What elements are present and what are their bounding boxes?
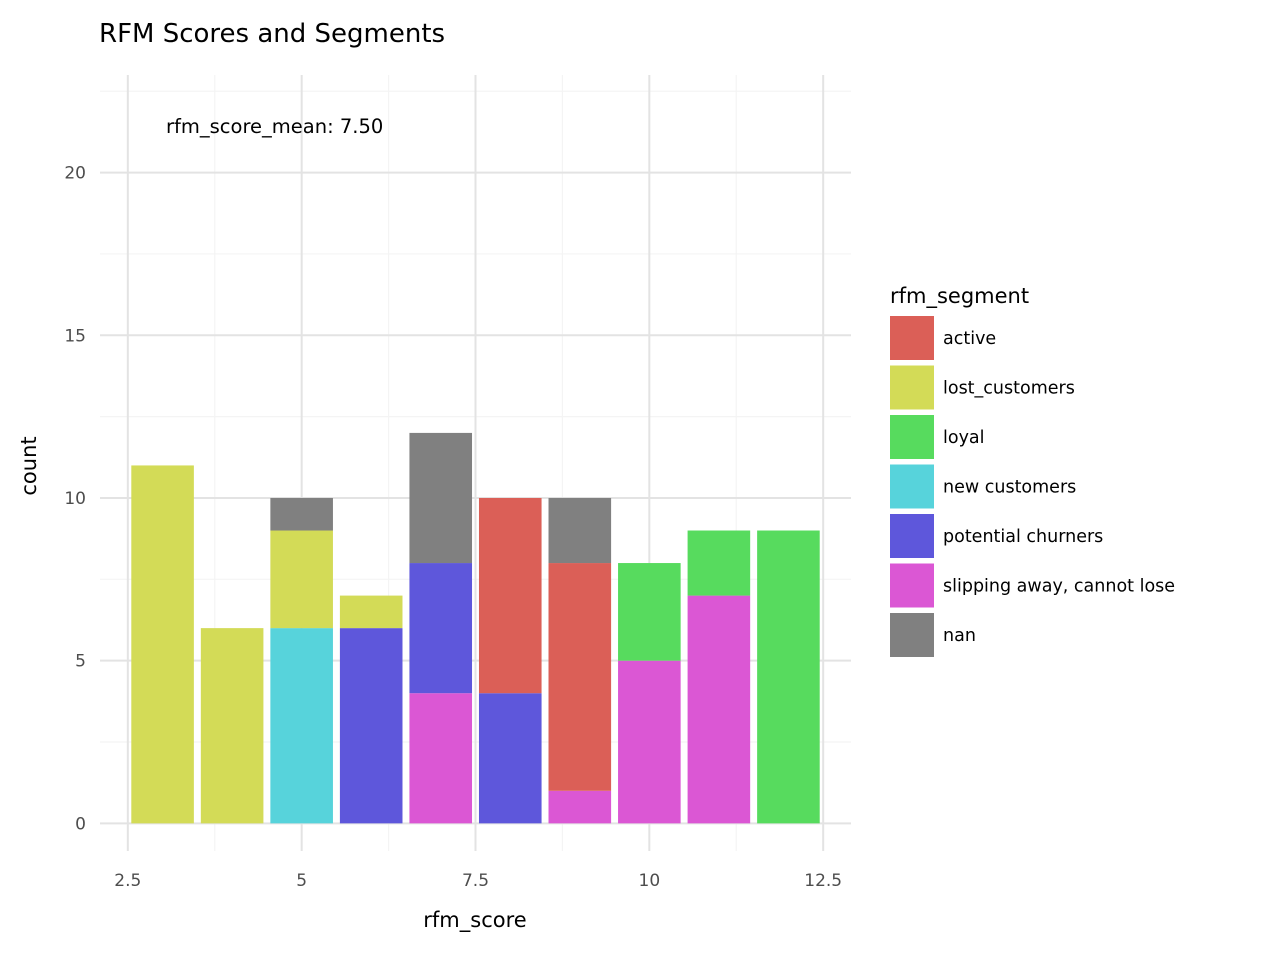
legend-label: active (943, 329, 996, 349)
bar-9-slipping-away-cannot-lose (548, 790, 612, 824)
legend-title: rfm_segment (890, 284, 1029, 309)
y-tick-label: 10 (64, 489, 86, 509)
y-tick-label: 20 (64, 164, 86, 184)
x-tick-label: 12.5 (804, 871, 842, 891)
bar-5-lost-customers (270, 530, 333, 629)
legend-swatch (890, 613, 934, 657)
bar-7-potential-churners (409, 563, 473, 694)
bar-9-nan (548, 497, 612, 564)
y-axis-ticks: 0 5 10 15 20 (64, 164, 86, 835)
bar-5-new-customers (270, 628, 333, 824)
bar-8-potential-churners (478, 693, 542, 824)
x-axis-label: rfm_score (423, 908, 526, 933)
bar-10-loyal (618, 563, 681, 661)
legend-swatch (890, 415, 934, 459)
bar-12-loyal (757, 530, 820, 824)
y-axis-label: count (17, 436, 41, 495)
legend-label: nan (943, 626, 976, 646)
annotation-mean: rfm_score_mean: 7.50 (166, 115, 383, 138)
legend-label: new customers (943, 478, 1076, 498)
x-axis-ticks: 2.5 5 7.5 10 12.5 (114, 871, 842, 891)
legend-swatch (890, 514, 934, 558)
legend-label: slipping away, cannot lose (943, 577, 1175, 597)
y-tick-label: 5 (75, 652, 86, 672)
legend-label: lost_customers (943, 379, 1075, 399)
bar-6-potential-churners (339, 628, 403, 824)
legend-swatch (890, 365, 934, 410)
bar-10-slipping-away-cannot-lose (618, 660, 681, 824)
bar-8-active (478, 497, 542, 694)
x-tick-label: 5 (296, 871, 307, 891)
y-tick-label: 15 (64, 326, 86, 346)
x-tick-label: 7.5 (462, 871, 489, 891)
bar-3-lost-customers (131, 465, 194, 824)
bar-7-nan (409, 432, 473, 564)
bar-7-slipping-away-cannot-lose (409, 693, 473, 824)
y-tick-label: 0 (75, 814, 86, 834)
bar-5-nan (270, 497, 333, 531)
bars (131, 432, 820, 824)
legend-label: loyal (943, 428, 985, 448)
legend-swatch (890, 464, 934, 509)
x-tick-label: 2.5 (114, 871, 141, 891)
bar-4-lost-customers (200, 628, 264, 824)
x-tick-label: 10 (639, 871, 661, 891)
bar-11-slipping-away-cannot-lose (687, 595, 751, 824)
legend-swatch (890, 563, 934, 608)
bar-11-loyal (687, 530, 751, 596)
bar-9-active (548, 563, 612, 791)
legend-swatch (890, 316, 934, 360)
bar-6-lost-customers (339, 595, 403, 629)
legend-label: potential churners (943, 527, 1103, 547)
chart-title: RFM Scores and Segments (99, 19, 445, 49)
